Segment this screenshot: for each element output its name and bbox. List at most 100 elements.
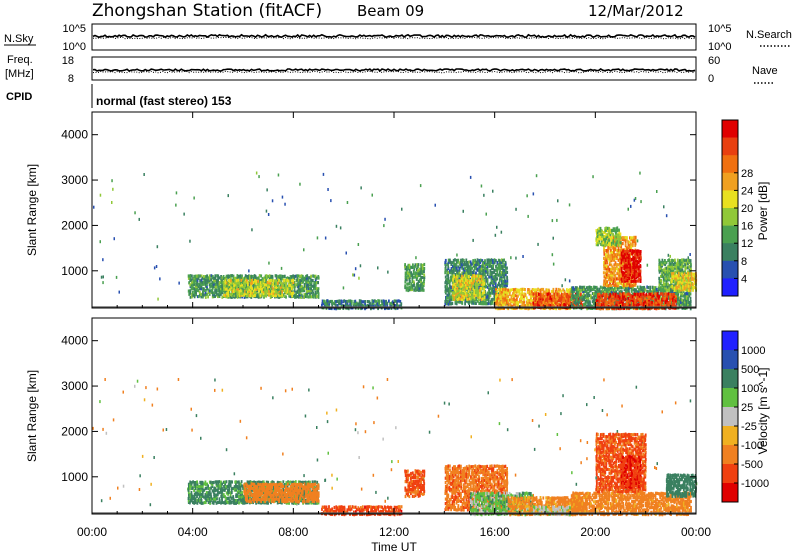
echo-cell <box>628 253 630 257</box>
echo-cell <box>396 304 398 308</box>
echo-cell <box>446 287 448 291</box>
echo-cell <box>663 298 666 302</box>
echo-cell <box>606 240 609 244</box>
echo-cell <box>228 279 231 283</box>
echo-cell <box>281 293 283 297</box>
echo-cell <box>623 304 626 308</box>
echo-cell <box>246 275 249 279</box>
echo-cell <box>641 302 644 306</box>
echo-cell <box>527 300 529 304</box>
echo-cell <box>625 290 627 294</box>
echo-cell <box>289 275 292 279</box>
echo-cell <box>626 265 629 269</box>
echo-cell <box>602 241 605 245</box>
echo-cell <box>630 244 633 248</box>
echo-cell <box>217 284 220 288</box>
echo-cell <box>613 277 616 281</box>
echo-cell <box>636 279 639 283</box>
echo-cell <box>682 270 685 274</box>
echo-cell <box>563 300 566 304</box>
echo-cell <box>421 275 424 280</box>
echo-cell <box>619 249 621 253</box>
echo-cell <box>616 282 619 286</box>
echo-cell <box>314 274 317 278</box>
echo-cell <box>562 296 564 300</box>
nsky-label: N.Sky <box>4 33 34 45</box>
echo-cell <box>577 287 580 291</box>
echo-cell <box>514 290 517 294</box>
echo-cell <box>588 285 591 289</box>
echo-cell <box>664 278 666 282</box>
echo-cell <box>531 294 533 298</box>
echo-cell <box>451 273 454 277</box>
echo-cell <box>285 295 287 299</box>
echo-cell <box>491 300 493 304</box>
echo-cell <box>665 288 668 292</box>
echo-cell <box>404 265 406 269</box>
echo-cell <box>515 207 517 211</box>
echo-cell <box>530 292 532 296</box>
echo-cell <box>297 287 300 291</box>
echo-cell <box>642 290 645 294</box>
echo-cell <box>627 259 630 263</box>
echo-cell <box>572 296 574 300</box>
echo-cell <box>641 292 644 296</box>
echo-cell <box>309 286 311 291</box>
echo-cell <box>299 291 302 295</box>
echo-cell <box>474 264 477 268</box>
echo-cell <box>239 283 242 287</box>
echo-cell <box>520 294 522 298</box>
echo-cell <box>482 287 484 291</box>
echo-cell <box>665 280 668 285</box>
echo-cell <box>612 288 615 292</box>
echo-cell <box>299 182 301 186</box>
echo-cell <box>681 268 684 272</box>
echo-cell <box>566 299 569 303</box>
echo-cell <box>624 302 627 307</box>
echo-cell <box>288 289 290 293</box>
echo-cell <box>217 289 219 293</box>
echo-cell <box>504 298 507 302</box>
echo-cell <box>620 302 623 306</box>
echo-cell <box>465 276 468 281</box>
echo-cell <box>672 298 674 302</box>
echo-cell <box>450 275 452 279</box>
echo-cell <box>293 287 296 291</box>
echo-cell <box>360 302 362 306</box>
echo-cell <box>609 303 612 307</box>
echo-cell <box>479 283 482 287</box>
echo-cell <box>215 293 218 297</box>
echo-cell <box>601 290 603 294</box>
echo-cell <box>195 286 197 291</box>
echo-cell <box>310 287 312 291</box>
echo-cell <box>460 265 463 269</box>
echo-cell <box>602 298 605 302</box>
echo-cell <box>472 287 475 291</box>
echo-cell <box>496 260 499 265</box>
echo-cell <box>657 288 660 292</box>
echo-cell <box>503 285 506 289</box>
echo-cell <box>189 289 192 293</box>
echo-cell <box>483 263 486 267</box>
echo-cell <box>241 291 244 296</box>
echo-cell <box>637 273 640 277</box>
echo-cell <box>492 260 494 264</box>
echo-cell <box>456 293 459 297</box>
echo-cell <box>665 294 668 299</box>
echo-cell <box>272 291 275 295</box>
echo-cell <box>102 275 104 279</box>
echo-cell <box>453 265 456 269</box>
echo-cell <box>627 246 629 250</box>
echo-cell <box>486 260 489 264</box>
echo-cell <box>542 295 545 299</box>
echo-cell <box>373 299 376 303</box>
echo-cell <box>344 299 347 304</box>
echo-cell <box>244 289 246 293</box>
echo-cell <box>486 281 489 285</box>
echo-cell <box>601 237 603 241</box>
echo-cell <box>596 231 599 235</box>
echo-cell <box>626 287 629 291</box>
echo-cell <box>622 297 625 301</box>
echo-cell <box>649 288 652 292</box>
echo-cell <box>608 262 611 266</box>
